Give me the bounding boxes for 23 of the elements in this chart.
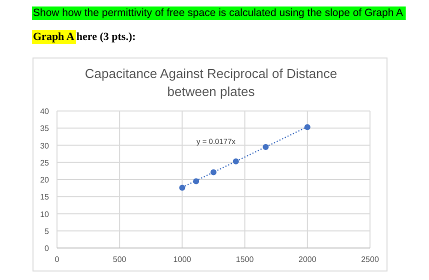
y-tick-label: 40 [40,107,50,116]
point [210,169,216,176]
point [179,184,186,191]
y-tick-label: 10 [40,210,50,219]
y-tick-label: 20 [40,176,50,184]
y-tick-label: 25 [40,158,50,168]
x-tick-label: 1500 [236,255,254,264]
y-tick-label: 30 [40,141,50,150]
chart-title: Capacitance Against Reciprocal of Distance between plates [84,66,338,99]
point [232,158,239,164]
y-tick-label: 15 [40,192,50,202]
y-tick-label: 35 [40,124,50,134]
point [193,178,200,184]
point [262,144,269,150]
x-tick-label: 0 [54,255,60,264]
text: Graph A here (3 pts.): [33,31,136,43]
point [304,124,310,130]
y-tick-label: 0 [44,244,50,253]
x-tick-label: 2500 [361,255,380,264]
x-tick-label: 2000 [298,255,317,264]
y-tick-label: 5 [44,226,50,236]
x-tick-label: 1000 [173,255,192,264]
x-tick-label: 500 [112,255,127,264]
